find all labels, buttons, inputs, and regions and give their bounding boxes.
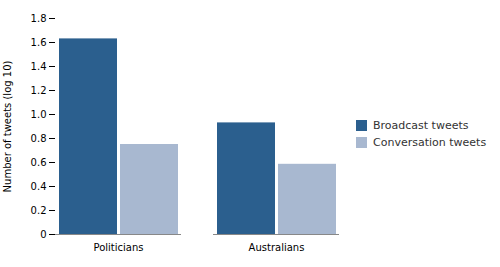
svg-text:1.8: 1.8 [31, 12, 47, 23]
svg-text:1.2: 1.2 [31, 84, 47, 95]
html-text:Conversation tweets: Conversation tweets [373, 135, 487, 149]
svg-text:Politicians: Politicians [94, 241, 144, 252]
svg-text:0.4: 0.4 [31, 180, 47, 191]
svg-text:Number of tweets (log 10): Number of tweets (log 10) [2, 60, 13, 192]
svg-text:1.0: 1.0 [31, 108, 47, 119]
svg-text:Australians: Australians [249, 241, 305, 252]
svg-text:1.6: 1.6 [31, 36, 47, 47]
svg-text:0.2: 0.2 [31, 204, 47, 215]
html-text:Broadcast tweets: Broadcast tweets [373, 118, 469, 132]
svg-text:0: 0 [40, 228, 46, 239]
svg-text:0.8: 0.8 [31, 132, 47, 143]
svg-text:1.4: 1.4 [31, 60, 47, 71]
svg-text:0.6: 0.6 [31, 156, 47, 167]
